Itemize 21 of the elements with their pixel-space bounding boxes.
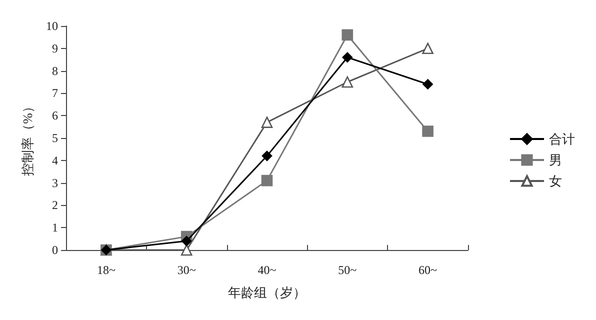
x-tick-label: 60~: [418, 263, 438, 277]
legend-label: 女: [549, 174, 562, 188]
y-tick-label: 1: [52, 220, 58, 235]
legend-label: 合计: [549, 132, 575, 146]
x-tick-label: 50~: [338, 263, 358, 277]
x-tick-label: 40~: [258, 263, 277, 277]
legend-label: 男: [549, 152, 562, 168]
y-tick-label: 10: [46, 19, 58, 33]
x-tick-label: 18~: [96, 263, 116, 277]
x-axis-title: 年龄组（岁）: [228, 285, 306, 300]
y-tick-label: 7: [52, 86, 58, 100]
y-tick-label: 2: [52, 198, 58, 212]
x-tick-label: 30~: [177, 263, 196, 277]
y-tick-label: 8: [52, 64, 58, 78]
y-tick-label: 4: [52, 153, 58, 168]
y-tick-label: 9: [52, 41, 58, 56]
y-axis-title: 控制率（%）: [20, 100, 35, 176]
y-tick-label: 0: [52, 243, 58, 257]
y-tick-label: 3: [52, 176, 58, 190]
y-tick-label: 6: [52, 108, 58, 123]
y-tick-label: 5: [52, 131, 58, 145]
